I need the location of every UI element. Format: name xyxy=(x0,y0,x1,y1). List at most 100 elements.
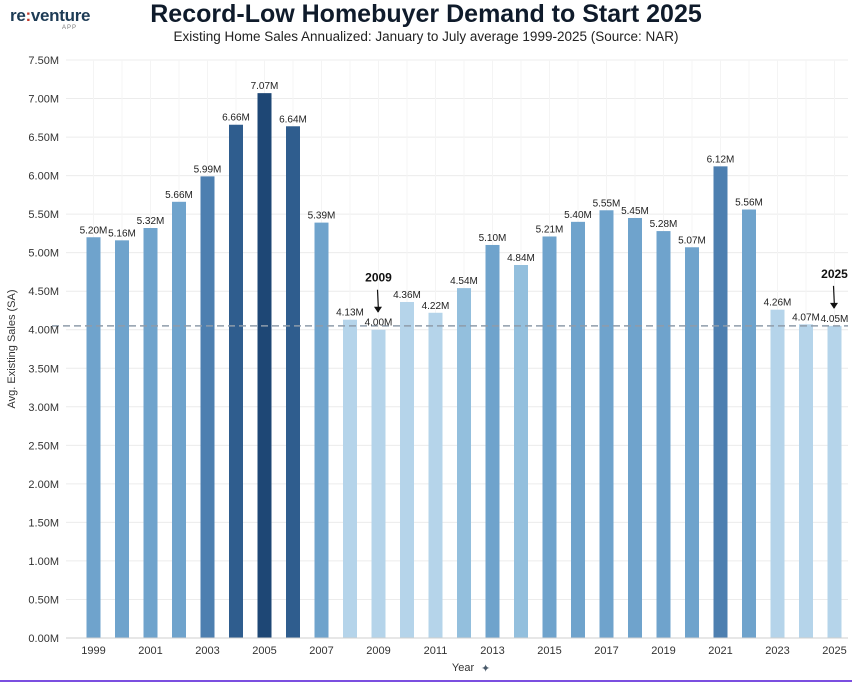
x-tick-label: 2007 xyxy=(309,645,333,657)
x-tick-label: 2015 xyxy=(537,645,561,657)
x-tick-label: 2005 xyxy=(252,645,276,657)
bar-2003 xyxy=(200,176,215,638)
annotation-layer: 2009 2025 xyxy=(365,267,848,313)
bar-2015 xyxy=(542,236,557,638)
axis-layer: 0.00M 0.50M 1.00M 1.50M 2.00M 2.50M 3.00M 3.50M… xyxy=(28,55,848,657)
data-label-2024: 4.07M xyxy=(792,312,820,323)
data-label-2007: 5.39M xyxy=(308,211,336,222)
bar-2014 xyxy=(514,264,528,638)
bar-2019 xyxy=(656,231,671,638)
bar-layer xyxy=(86,93,842,639)
y-tick-label: 7.00M xyxy=(28,94,59,106)
bar-2002 xyxy=(172,201,186,638)
y-tick-label: 3.00M xyxy=(28,402,59,414)
x-tick-label: 2025 xyxy=(822,645,846,657)
data-label-2004: 6.66M xyxy=(222,113,250,124)
data-label-2021: 6.12M xyxy=(707,154,735,165)
bar-2016 xyxy=(571,221,585,638)
annotation-2009: 2009 xyxy=(365,271,392,285)
data-label-2013: 5.10M xyxy=(479,233,507,244)
data-label-2005: 7.07M xyxy=(251,81,279,92)
bar-2009 xyxy=(371,329,386,638)
y-tick-label: 3.50M xyxy=(28,363,59,375)
bar-2000 xyxy=(115,240,129,638)
pin-icon: ✦ xyxy=(481,663,490,675)
data-label-2000: 5.16M xyxy=(108,228,136,239)
y-tick-label: 7.50M xyxy=(28,55,59,67)
data-label-2002: 5.66M xyxy=(165,190,193,201)
x-tick-label: 1999 xyxy=(81,645,105,657)
bar-1999 xyxy=(86,237,101,638)
data-label-2018: 5.45M xyxy=(621,206,649,217)
data-label-2017: 5.55M xyxy=(593,198,621,209)
data-label-2010: 4.36M xyxy=(393,290,421,301)
annotation-arrowhead-2009 xyxy=(374,306,382,313)
bar-2018 xyxy=(628,217,642,638)
x-tick-label: 2017 xyxy=(594,645,618,657)
data-label-2016: 5.40M xyxy=(564,210,592,221)
bar-2007 xyxy=(314,222,329,639)
bar-2012 xyxy=(457,288,471,638)
y-tick-label: 0.00M xyxy=(28,633,59,645)
chart-title: Record-Low Homebuyer Demand to Start 202… xyxy=(150,0,702,28)
x-tick-label: 2013 xyxy=(480,645,504,657)
y-tick-label: 5.50M xyxy=(28,209,59,221)
bar-2017 xyxy=(599,210,614,638)
bar-2013 xyxy=(485,244,500,638)
y-tick-label: 4.50M xyxy=(28,286,59,298)
x-tick-label: 2023 xyxy=(765,645,789,657)
data-label-2008: 4.13M xyxy=(336,308,364,319)
bottom-rule xyxy=(0,680,852,682)
data-label-2020: 5.07M xyxy=(678,235,706,246)
bar-2006 xyxy=(286,126,300,638)
y-tick-label: 2.00M xyxy=(28,479,59,491)
bar-2021 xyxy=(713,166,728,639)
y-tick-label: 2.50M xyxy=(28,440,59,452)
y-tick-label: 1.00M xyxy=(28,556,59,568)
data-label-2019: 5.28M xyxy=(650,219,678,230)
bar-2010 xyxy=(400,301,414,638)
x-tick-label: 2003 xyxy=(195,645,219,657)
y-tick-label: 5.00M xyxy=(28,248,59,260)
bar-2005 xyxy=(257,93,272,638)
x-tick-label: 2021 xyxy=(708,645,732,657)
chart-subtitle: Existing Home Sales Annualized: January … xyxy=(173,29,679,44)
x-tick-label: 2011 xyxy=(424,645,448,657)
data-label-2022: 5.56M xyxy=(735,198,763,209)
bar-2024 xyxy=(799,324,813,638)
data-label-1999: 5.20M xyxy=(80,225,108,236)
y-tick-label: 6.50M xyxy=(28,132,59,144)
bar-2025 xyxy=(827,325,842,638)
data-label-2012: 4.54M xyxy=(450,276,478,287)
data-label-2014: 4.84M xyxy=(507,253,535,264)
bar-2022 xyxy=(742,209,756,638)
brand-logo-sub: APP xyxy=(62,25,78,31)
x-axis-title: Year xyxy=(452,662,475,674)
data-label-2006: 6.64M xyxy=(279,114,307,125)
y-axis-title: Avg. Existing Sales (SA) xyxy=(6,289,18,408)
x-axis-title-group: Year ✦ xyxy=(452,662,490,675)
brand-logo: re:venture xyxy=(10,6,91,25)
data-label-2009: 4.00M xyxy=(365,318,393,329)
y-tick-label: 6.00M xyxy=(28,171,59,183)
data-label-2023: 4.26M xyxy=(764,298,792,309)
bar-2008 xyxy=(343,319,357,638)
x-tick-label: 2001 xyxy=(138,645,162,657)
x-tick-label: 2019 xyxy=(651,645,675,657)
bar-2001 xyxy=(143,228,158,638)
bar-2011 xyxy=(428,312,443,638)
annotation-arrowhead-2025 xyxy=(830,302,838,309)
data-label-2003: 5.99M xyxy=(194,164,222,175)
bar-2023 xyxy=(770,309,785,638)
bar-2020 xyxy=(685,247,699,638)
x-tick-label: 2009 xyxy=(366,645,390,657)
data-label-2025: 4.05M xyxy=(821,314,849,325)
y-tick-label: 4.00M xyxy=(28,325,59,337)
annotation-2025: 2025 xyxy=(821,267,848,281)
data-label-2001: 5.32M xyxy=(137,216,165,227)
y-tick-label: 1.50M xyxy=(28,517,59,529)
data-label-2011: 4.22M xyxy=(422,301,450,312)
y-tick-label: 0.50M xyxy=(28,594,59,606)
